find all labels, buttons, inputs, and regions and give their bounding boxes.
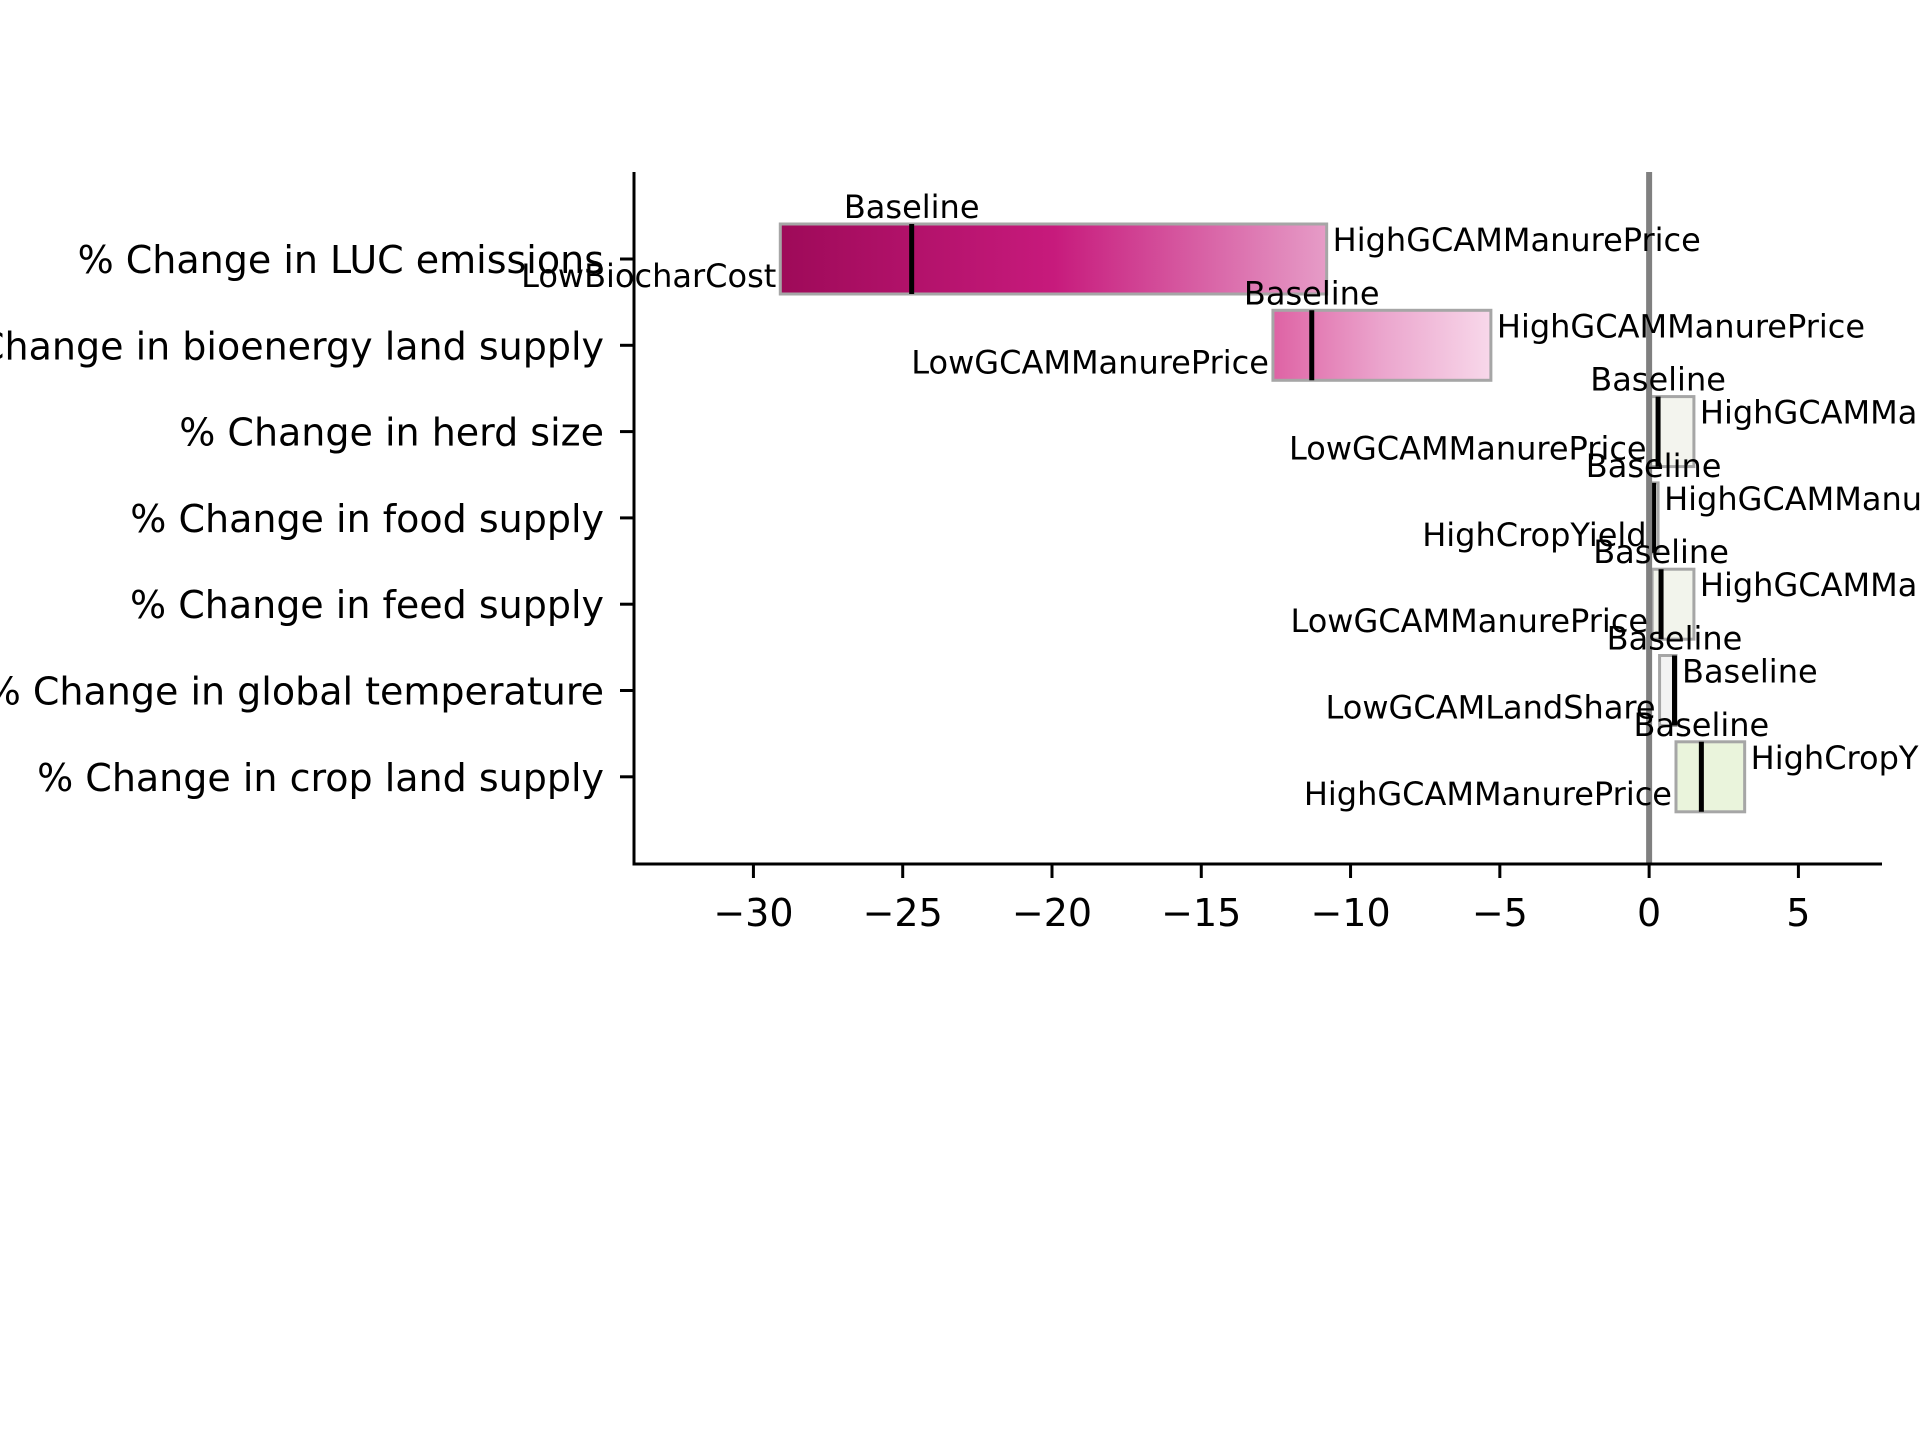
category-label-2: % Change in herd size	[179, 411, 604, 455]
bars-layer	[778, 222, 1747, 814]
baseline-label-1: Baseline	[1244, 274, 1380, 312]
x-tick-label-5: −5	[1472, 891, 1528, 935]
low-scenario-label-0: LowBiocharCost	[521, 257, 776, 295]
high-scenario-label-5: Baseline	[1682, 653, 1818, 691]
category-label-3: % Change in food supply	[130, 497, 604, 541]
baseline-label-3: Baseline	[1586, 447, 1722, 485]
high-scenario-label-3: HighGCAMManurePrice	[1664, 480, 1920, 518]
high-scenario-label-1: HighGCAMManurePrice	[1497, 307, 1865, 345]
axes-layer: % Change in LUC emissions % Change in bio…	[0, 172, 1882, 935]
x-tick-label-4: −10	[1310, 891, 1390, 935]
x-tick-label-1: −25	[863, 891, 943, 935]
high-scenario-label-0: HighGCAMManurePrice	[1333, 221, 1701, 259]
baseline-label-4: Baseline	[1593, 533, 1729, 571]
baseline-label-5: Baseline	[1607, 620, 1743, 658]
low-scenario-label-3: HighCropYield	[1422, 516, 1646, 554]
low-scenario-label-2: LowGCAMManurePrice	[1289, 430, 1647, 468]
low-scenario-label-5: LowGCAMLandShare	[1326, 689, 1656, 727]
baseline-label-0: Baseline	[844, 188, 980, 226]
low-scenario-label-1: LowGCAMManurePrice	[911, 343, 1269, 381]
x-tick-label-7: 5	[1786, 891, 1810, 935]
baseline-label-2: Baseline	[1590, 361, 1726, 399]
category-label-0: % Change in LUC emissions	[78, 238, 604, 282]
low-scenario-label-4: LowGCAMManurePrice	[1290, 602, 1648, 640]
labels-layer: Baseline LowBiocharCost HighGCAMManurePric…	[521, 188, 1920, 813]
low-scenario-label-6: HighGCAMManurePrice	[1304, 775, 1672, 813]
category-label-1: % Change in bioenergy land supply	[0, 324, 604, 368]
x-tick-label-2: −20	[1012, 891, 1092, 935]
x-tick-label-6: 0	[1637, 891, 1661, 935]
range-bar-1	[1271, 308, 1493, 382]
high-scenario-label-2: HighGCAMManurePrice	[1700, 394, 1920, 432]
range-bar-6	[1674, 740, 1747, 814]
x-tick-label-0: −30	[713, 891, 793, 935]
category-label-4: % Change in feed supply	[130, 583, 604, 627]
baseline-label-6: Baseline	[1634, 706, 1770, 744]
high-scenario-label-6: HighCropYield	[1751, 739, 1920, 777]
x-tick-label-3: −15	[1161, 891, 1241, 935]
category-label-5: % Change in global temperature	[0, 670, 604, 714]
range-bar-0	[778, 222, 1329, 296]
high-scenario-label-4: HighGCAMManurePrice	[1700, 566, 1920, 604]
category-label-6: % Change in crop land supply	[37, 756, 604, 800]
